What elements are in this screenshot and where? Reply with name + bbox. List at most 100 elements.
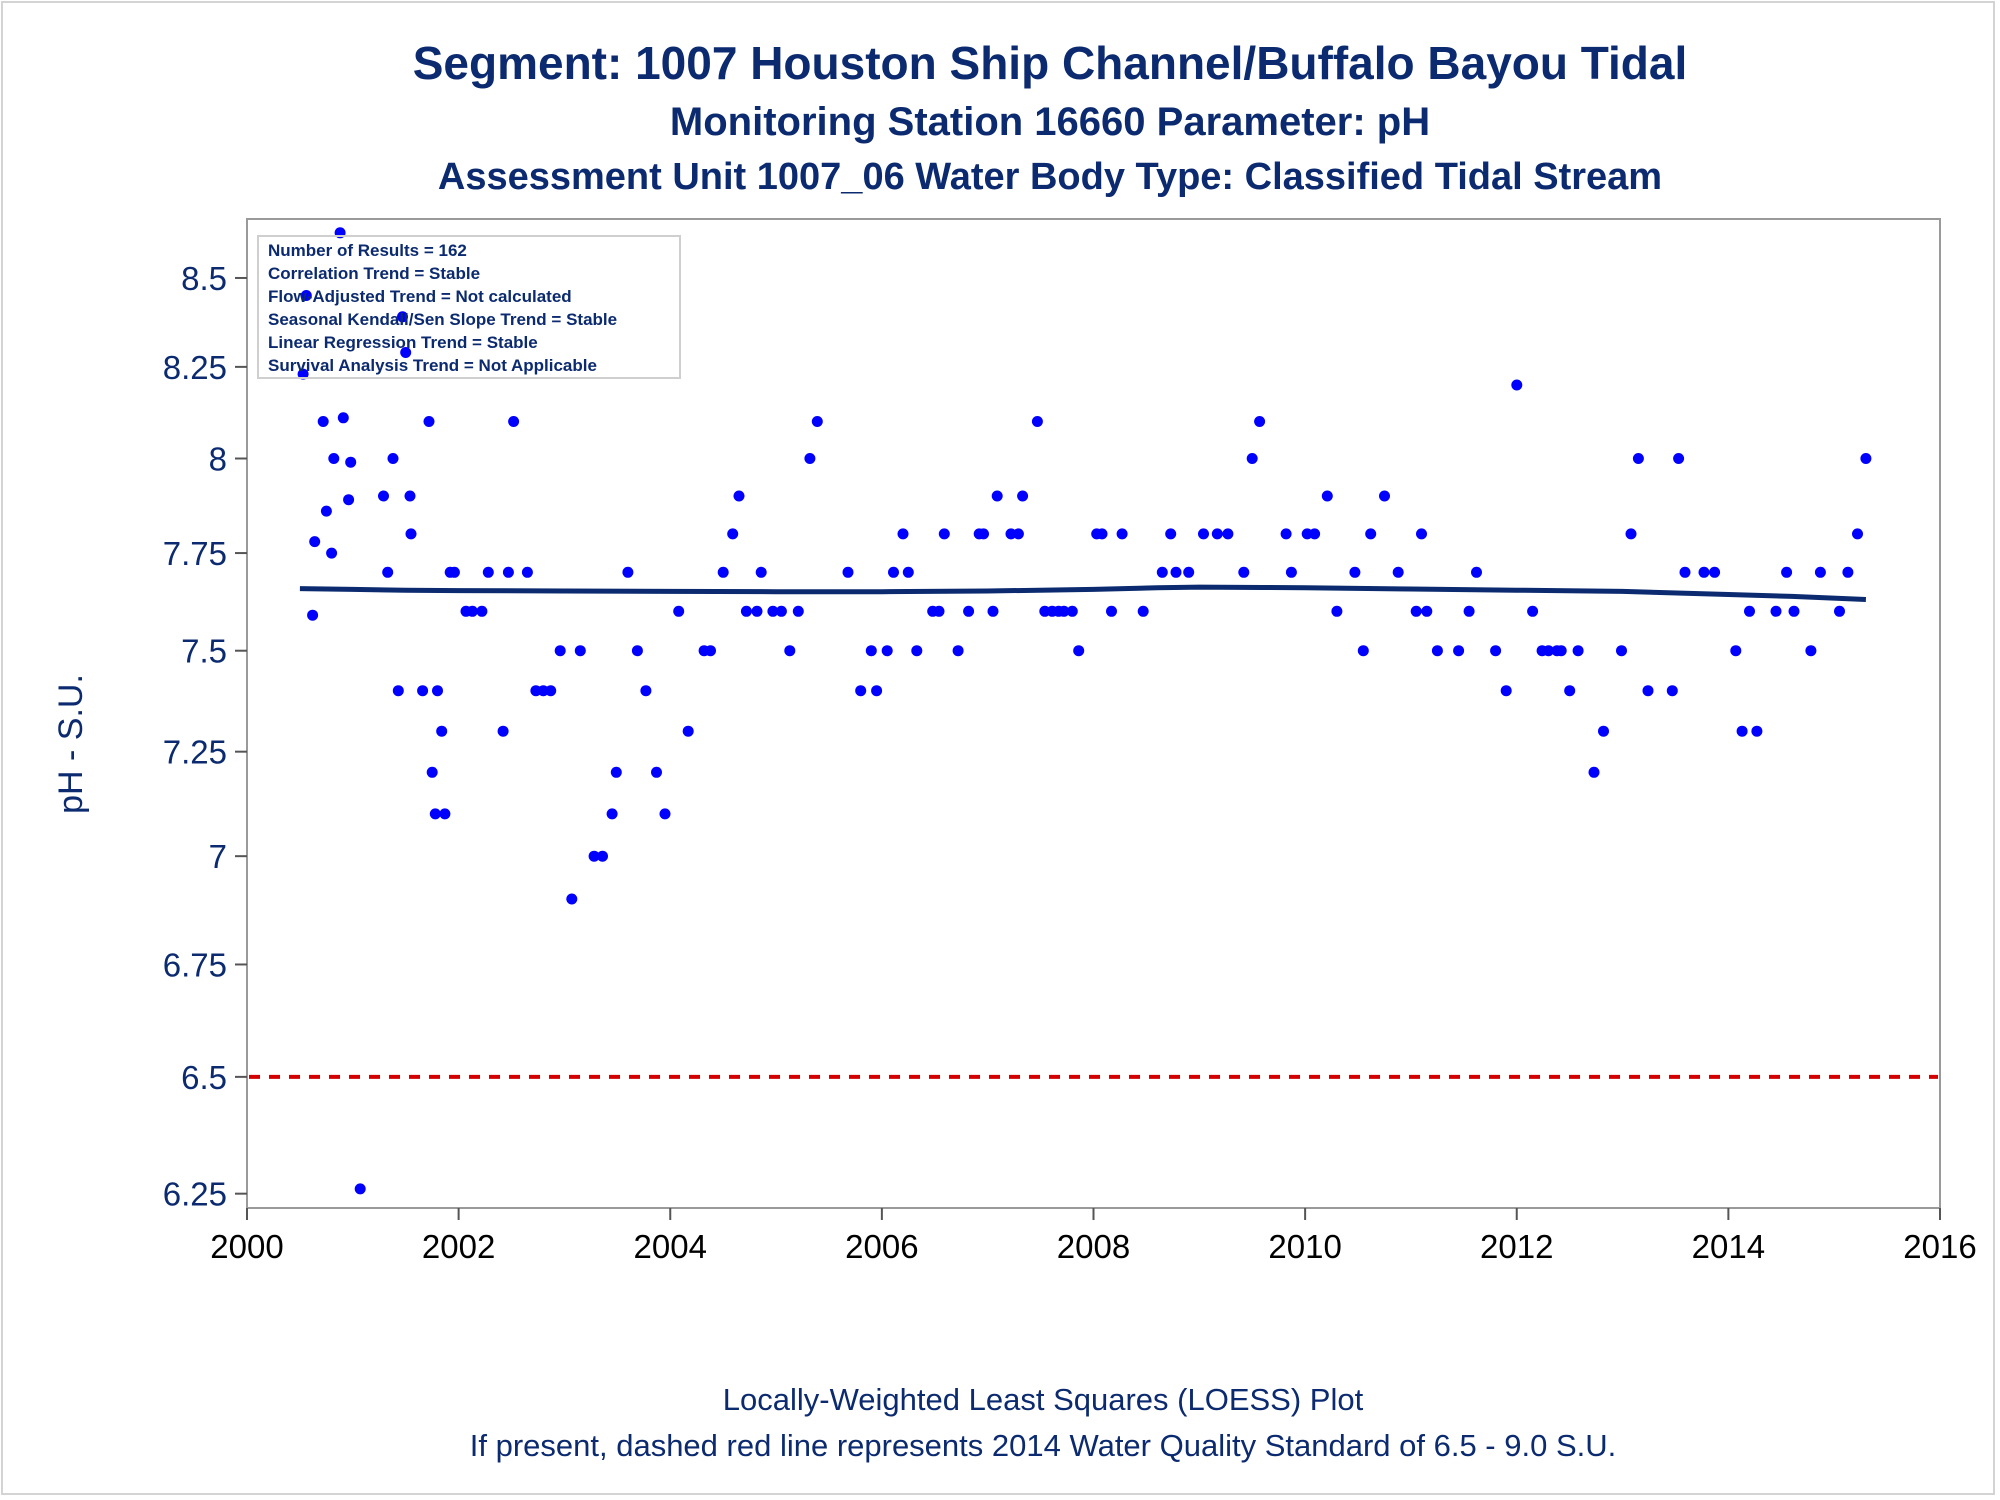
data-point bbox=[1096, 528, 1108, 540]
data-point bbox=[1805, 645, 1817, 657]
data-point bbox=[640, 685, 652, 697]
data-point bbox=[417, 685, 429, 697]
data-point bbox=[400, 347, 412, 358]
data-point bbox=[784, 645, 796, 657]
data-point bbox=[855, 685, 867, 697]
data-point bbox=[673, 605, 685, 617]
data-point bbox=[897, 528, 909, 540]
data-point bbox=[1073, 645, 1085, 657]
data-point bbox=[502, 566, 514, 578]
data-point bbox=[881, 645, 893, 657]
data-point bbox=[1730, 645, 1742, 657]
data-point bbox=[320, 505, 332, 517]
data-point bbox=[1852, 528, 1863, 540]
data-point bbox=[1543, 645, 1554, 657]
chart-subtitle: Monitoring Station 16660 Parameter: pH bbox=[669, 100, 1431, 144]
inset-line: Correlation Trend = Stable bbox=[268, 264, 480, 283]
data-point bbox=[705, 645, 716, 657]
data-point bbox=[952, 645, 964, 657]
data-point bbox=[1673, 453, 1685, 464]
data-point bbox=[888, 566, 899, 578]
data-point bbox=[482, 566, 494, 578]
data-point bbox=[345, 456, 357, 468]
data-point bbox=[1156, 566, 1168, 578]
data-point bbox=[1331, 605, 1343, 617]
footer-note: Locally-Weighted Least Squares (LOESS) P… bbox=[722, 1382, 1364, 1417]
data-point bbox=[1379, 490, 1390, 502]
data-point bbox=[1511, 379, 1523, 391]
data-point bbox=[865, 645, 877, 657]
data-point bbox=[755, 566, 767, 578]
inset-line: Seasonal Kendall/Sen Slope Trend = Stabl… bbox=[268, 310, 617, 329]
data-point bbox=[987, 605, 999, 617]
data-point bbox=[1616, 645, 1627, 657]
data-point bbox=[1058, 605, 1070, 617]
y-tick-label: 6.75 bbox=[163, 946, 227, 983]
data-point bbox=[1416, 528, 1427, 540]
data-point bbox=[938, 528, 950, 540]
data-point bbox=[659, 808, 671, 820]
data-point bbox=[1357, 645, 1369, 657]
data-point bbox=[1698, 566, 1710, 578]
y-tick-label: 7.5 bbox=[181, 633, 227, 670]
data-point bbox=[1463, 605, 1475, 617]
data-point bbox=[1066, 605, 1078, 617]
data-point bbox=[429, 808, 441, 820]
y-tick-label: 8 bbox=[209, 441, 227, 478]
data-point bbox=[1365, 528, 1377, 540]
data-point bbox=[1751, 725, 1763, 737]
data-point bbox=[1632, 453, 1644, 464]
data-point bbox=[508, 416, 520, 427]
data-point bbox=[405, 528, 417, 540]
x-tick-label: 2006 bbox=[845, 1228, 918, 1265]
data-point bbox=[392, 685, 404, 697]
data-point bbox=[328, 453, 340, 464]
y-tick-label: 6.25 bbox=[163, 1176, 227, 1213]
data-point bbox=[610, 766, 622, 778]
footer-note-2: If present, dashed red line represents 2… bbox=[469, 1428, 1617, 1463]
data-point bbox=[497, 725, 509, 737]
data-point bbox=[1012, 528, 1024, 540]
x-tick-label: 2010 bbox=[1268, 1228, 1341, 1265]
data-point bbox=[1280, 528, 1292, 540]
data-point bbox=[448, 566, 460, 578]
data-point bbox=[1017, 490, 1029, 502]
data-point bbox=[767, 605, 779, 617]
data-points bbox=[297, 227, 1872, 1195]
inset-line: Linear Regression Trend = Stable bbox=[268, 333, 538, 352]
data-point bbox=[1490, 645, 1502, 657]
data-point bbox=[1527, 605, 1539, 617]
x-tick-label: 2000 bbox=[210, 1228, 283, 1265]
data-point bbox=[804, 453, 816, 464]
y-tick-label: 7.75 bbox=[163, 535, 227, 572]
x-tick-label: 2014 bbox=[1692, 1228, 1765, 1265]
data-point bbox=[1106, 605, 1117, 617]
data-point bbox=[1211, 528, 1223, 540]
statistics-inset: Number of Results = 162 Correlation Trend… bbox=[257, 235, 681, 379]
data-point bbox=[423, 416, 435, 427]
data-point bbox=[1254, 416, 1266, 427]
data-point bbox=[911, 645, 923, 657]
data-point bbox=[1598, 725, 1609, 737]
data-point bbox=[554, 645, 566, 657]
y-tick-label: 7 bbox=[209, 838, 227, 875]
data-point bbox=[1588, 766, 1600, 778]
data-point bbox=[1031, 416, 1043, 427]
x-tick-label: 2012 bbox=[1480, 1228, 1553, 1265]
data-point bbox=[933, 605, 945, 617]
data-point bbox=[1246, 453, 1258, 464]
axes: 6.25 6.5 6.75 7 7.25 7.5 7.75 8 8.25 8.5 2000 2002 2… bbox=[163, 260, 1977, 1265]
inset-box bbox=[257, 235, 681, 379]
data-point bbox=[842, 566, 854, 578]
data-point bbox=[740, 605, 752, 617]
data-point bbox=[326, 547, 338, 559]
data-point bbox=[297, 368, 309, 380]
data-point bbox=[1165, 528, 1177, 540]
data-point bbox=[622, 566, 634, 578]
inset-line: Survival Analysis Trend = Not Applicable bbox=[268, 356, 597, 375]
data-point bbox=[597, 850, 608, 862]
data-point bbox=[1183, 566, 1195, 578]
data-point bbox=[1349, 566, 1361, 578]
data-point bbox=[1625, 528, 1637, 540]
data-point bbox=[307, 609, 319, 621]
